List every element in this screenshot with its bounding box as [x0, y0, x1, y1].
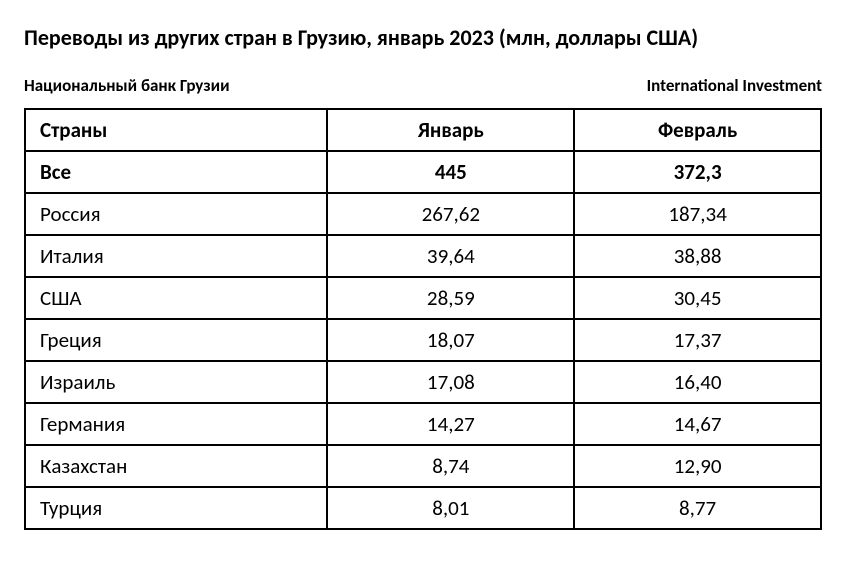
table-row-total: Все 445 372,3	[25, 151, 821, 193]
cell-country: Греция	[25, 319, 327, 361]
cell-country: Турция	[25, 487, 327, 529]
col-february: Февраль	[574, 109, 821, 151]
page-title: Переводы из других стран в Грузию, январ…	[24, 24, 822, 51]
cell-country: Россия	[25, 193, 327, 235]
table-row: Германия 14,27 14,67	[25, 403, 821, 445]
table-row: Италия 39,64 38,88	[25, 235, 821, 277]
table-row: Казахстан 8,74 12,90	[25, 445, 821, 487]
transfers-table: Страны Январь Февраль Все 445 372,3 Росс…	[24, 108, 822, 530]
cell-january: 8,01	[327, 487, 574, 529]
cell-january: 8,74	[327, 445, 574, 487]
col-january: Январь	[327, 109, 574, 151]
cell-country: Все	[25, 151, 327, 193]
table-row: Россия 267,62 187,34	[25, 193, 821, 235]
cell-country: Израиль	[25, 361, 327, 403]
source-line: Национальный банк Грузии International I…	[24, 75, 822, 96]
table-row: Греция 18,07 17,37	[25, 319, 821, 361]
cell-country: Германия	[25, 403, 327, 445]
cell-february: 8,77	[574, 487, 821, 529]
cell-february: 187,34	[574, 193, 821, 235]
cell-january: 267,62	[327, 193, 574, 235]
cell-february: 30,45	[574, 277, 821, 319]
table-row: США 28,59 30,45	[25, 277, 821, 319]
cell-january: 17,08	[327, 361, 574, 403]
cell-january: 445	[327, 151, 574, 193]
table-header-row: Страны Январь Февраль	[25, 109, 821, 151]
cell-february: 16,40	[574, 361, 821, 403]
cell-january: 14,27	[327, 403, 574, 445]
cell-february: 38,88	[574, 235, 821, 277]
cell-country: Казахстан	[25, 445, 327, 487]
cell-january: 28,59	[327, 277, 574, 319]
cell-february: 12,90	[574, 445, 821, 487]
cell-january: 18,07	[327, 319, 574, 361]
cell-february: 372,3	[574, 151, 821, 193]
cell-january: 39,64	[327, 235, 574, 277]
cell-country: Италия	[25, 235, 327, 277]
source-left: Национальный банк Грузии	[24, 75, 230, 96]
cell-february: 14,67	[574, 403, 821, 445]
cell-february: 17,37	[574, 319, 821, 361]
col-countries: Страны	[25, 109, 327, 151]
table-row: Турция 8,01 8,77	[25, 487, 821, 529]
source-right: International Investment	[647, 75, 822, 96]
cell-country: США	[25, 277, 327, 319]
table-row: Израиль 17,08 16,40	[25, 361, 821, 403]
